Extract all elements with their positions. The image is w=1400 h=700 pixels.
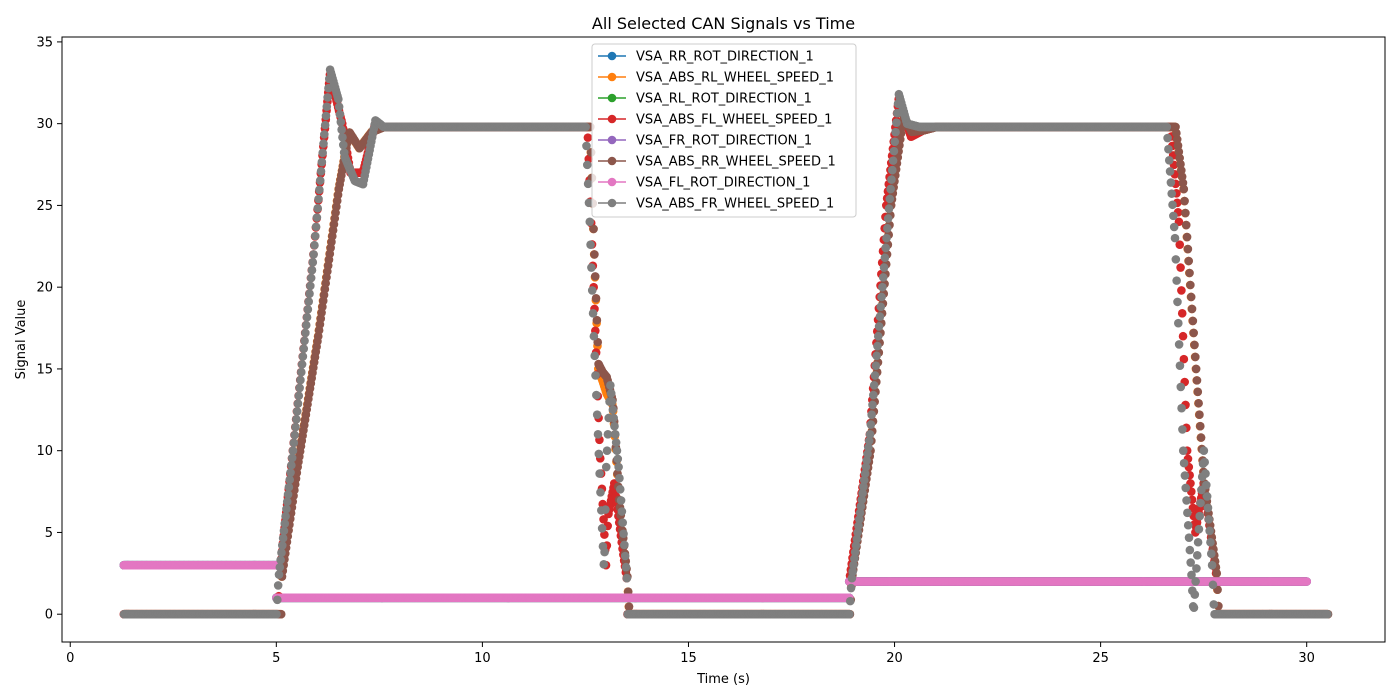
data-point <box>599 515 608 524</box>
data-point <box>583 133 593 142</box>
series-marks <box>119 65 1333 619</box>
